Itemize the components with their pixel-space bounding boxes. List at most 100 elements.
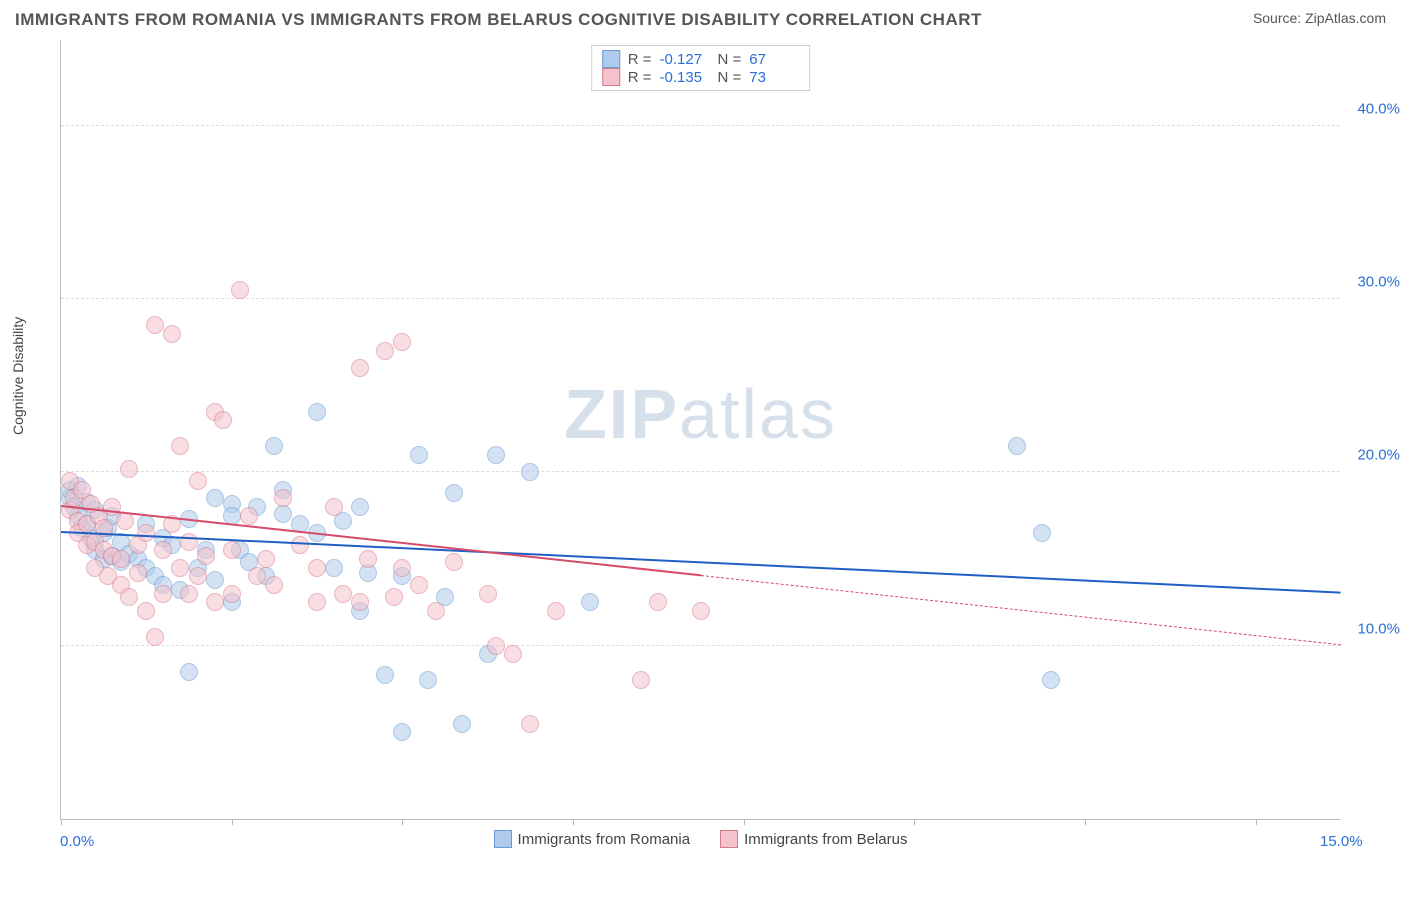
- watermark: ZIPatlas: [564, 374, 837, 454]
- scatter-point: [206, 571, 224, 589]
- scatter-point: [137, 602, 155, 620]
- scatter-point: [393, 723, 411, 741]
- legend-swatch: [494, 830, 512, 848]
- x-tick-mark: [232, 819, 233, 825]
- scatter-point: [632, 671, 650, 689]
- scatter-point: [487, 637, 505, 655]
- scatter-point: [257, 550, 275, 568]
- scatter-point: [154, 541, 172, 559]
- x-tick-mark: [744, 819, 745, 825]
- scatter-point: [445, 553, 463, 571]
- scatter-point: [189, 567, 207, 585]
- x-tick-mark: [914, 819, 915, 825]
- scatter-point: [351, 498, 369, 516]
- scatter-point: [692, 602, 710, 620]
- x-tick-mark: [61, 819, 62, 825]
- scatter-point: [223, 585, 241, 603]
- y-tick-label: 20.0%: [1357, 447, 1400, 464]
- scatter-point: [137, 524, 155, 542]
- x-tick-mark: [573, 819, 574, 825]
- scatter-point: [223, 541, 241, 559]
- scatter-point: [479, 585, 497, 603]
- scatter-point: [265, 437, 283, 455]
- scatter-point: [1008, 437, 1026, 455]
- gridline: [61, 645, 1340, 646]
- scatter-point: [240, 507, 258, 525]
- scatter-point: [120, 588, 138, 606]
- chart-title: IMMIGRANTS FROM ROMANIA VS IMMIGRANTS FR…: [15, 10, 982, 30]
- r-value: -0.127: [660, 51, 710, 68]
- scatter-point: [419, 671, 437, 689]
- scatter-point: [521, 715, 539, 733]
- scatter-point: [308, 559, 326, 577]
- scatter-point: [487, 446, 505, 464]
- scatter-point: [325, 498, 343, 516]
- scatter-point: [120, 460, 138, 478]
- scatter-point: [445, 484, 463, 502]
- scatter-point: [189, 472, 207, 490]
- stats-row: R = -0.135N = 73: [602, 68, 800, 86]
- x-tick-mark: [1085, 819, 1086, 825]
- y-tick-label: 10.0%: [1357, 620, 1400, 637]
- source-credit: Source: ZipAtlas.com: [1253, 10, 1386, 26]
- scatter-point: [325, 559, 343, 577]
- scatter-point: [521, 463, 539, 481]
- scatter-point: [171, 437, 189, 455]
- scatter-point: [351, 359, 369, 377]
- scatter-point: [308, 403, 326, 421]
- scatter-point: [547, 602, 565, 620]
- scatter-point: [410, 446, 428, 464]
- n-value: 73: [749, 69, 799, 86]
- source-prefix: Source:: [1253, 10, 1305, 26]
- scatter-point: [163, 325, 181, 343]
- legend-label: Immigrants from Belarus: [744, 831, 907, 848]
- legend-label: Immigrants from Romania: [518, 831, 691, 848]
- scatter-point: [129, 564, 147, 582]
- plot-area: ZIPatlas R = -0.127 N = 67R = -0.135 N = 7…: [60, 40, 1340, 820]
- scatter-point: [265, 576, 283, 594]
- legend-item: Immigrants from Romania: [494, 830, 691, 848]
- scatter-point: [206, 489, 224, 507]
- scatter-point: [351, 593, 369, 611]
- scatter-point: [1033, 524, 1051, 542]
- scatter-point: [359, 550, 377, 568]
- scatter-point: [334, 585, 352, 603]
- scatter-point: [154, 585, 172, 603]
- scatter-point: [231, 281, 249, 299]
- gridline: [61, 471, 1340, 472]
- scatter-point: [180, 585, 198, 603]
- scatter-point: [410, 576, 428, 594]
- trend-line: [701, 575, 1341, 645]
- scatter-point: [393, 333, 411, 351]
- stats-box: R = -0.127 N = 67R = -0.135 N = 73: [591, 45, 811, 91]
- scatter-point: [308, 593, 326, 611]
- scatter-point: [649, 593, 667, 611]
- scatter-point: [248, 567, 266, 585]
- legend-item: Immigrants from Belarus: [720, 830, 907, 848]
- series-swatch: [602, 68, 620, 86]
- n-value: 67: [749, 51, 799, 68]
- scatter-point: [376, 342, 394, 360]
- n-label: N =: [718, 51, 742, 68]
- x-tick-mark: [1256, 819, 1257, 825]
- n-label: N =: [718, 69, 742, 86]
- gridline: [61, 298, 1340, 299]
- scatter-point: [1042, 671, 1060, 689]
- chart-container: Cognitive Disability ZIPatlas R = -0.127…: [15, 35, 1386, 865]
- r-label: R =: [628, 51, 652, 68]
- stats-row: R = -0.127 N = 67: [602, 50, 800, 68]
- scatter-point: [376, 666, 394, 684]
- y-tick-label: 40.0%: [1357, 100, 1400, 117]
- scatter-point: [291, 536, 309, 554]
- scatter-point: [112, 550, 130, 568]
- scatter-point: [393, 559, 411, 577]
- r-value: -0.135: [660, 69, 710, 86]
- gridline: [61, 125, 1340, 126]
- scatter-point: [180, 533, 198, 551]
- source-link[interactable]: ZipAtlas.com: [1305, 10, 1386, 26]
- series-swatch: [602, 50, 620, 68]
- scatter-point: [504, 645, 522, 663]
- scatter-point: [171, 559, 189, 577]
- scatter-point: [385, 588, 403, 606]
- scatter-point: [206, 593, 224, 611]
